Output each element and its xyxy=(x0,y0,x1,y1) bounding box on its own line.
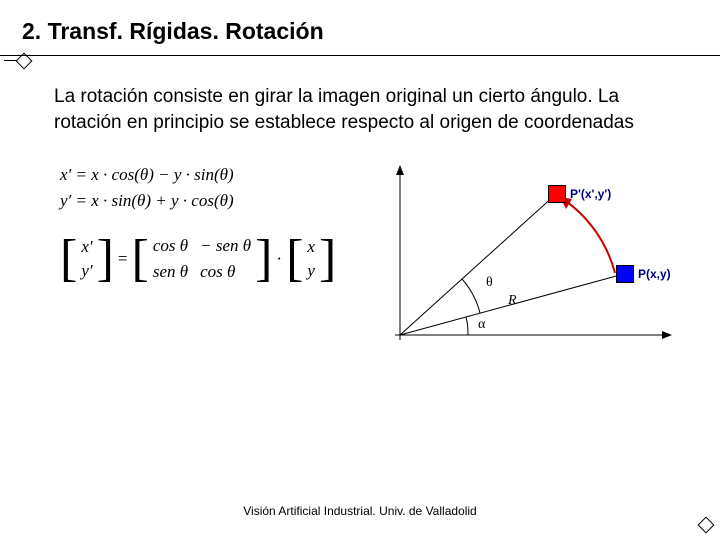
matrix-left: x′ y′ xyxy=(81,235,92,283)
R-label: R xyxy=(508,293,517,309)
matrix-right: x y xyxy=(307,235,315,283)
bracket-close-icon: ] xyxy=(319,236,336,283)
corner-ornament-tl xyxy=(4,54,30,68)
bracket-open-icon: [ xyxy=(60,236,77,283)
matrix-left-1: y′ xyxy=(81,259,92,283)
matrix-equation: [ x′ y′ ] = [ cos θ − sen θ sen θ cos θ … xyxy=(60,235,340,283)
bracket-open-icon: [ xyxy=(286,236,303,283)
slide-title: 2. Transf. Rígidas. Rotación xyxy=(22,18,698,45)
point-p-label: P(x,y) xyxy=(638,267,671,281)
matrix-right-0: x xyxy=(307,235,315,259)
point-pprime-box xyxy=(548,185,566,203)
corner-ornament-br xyxy=(698,518,712,532)
matrix-left-0: x′ xyxy=(81,235,92,259)
bracket-close-icon: ] xyxy=(97,236,114,283)
alpha-label: α xyxy=(478,317,485,333)
matrix-mid-10: sen θ xyxy=(153,262,188,282)
bracket-close-icon: ] xyxy=(255,236,272,283)
matrix-mid-11: cos θ xyxy=(200,262,251,282)
point-pprime-label: P'(x',y') xyxy=(570,187,611,201)
rotation-diagram: P(x,y) P'(x',y') θ R α xyxy=(360,165,700,365)
equations-block: x′ = x · cos(θ) − y · sin(θ) y′ = x · si… xyxy=(60,165,340,365)
point-p-box xyxy=(616,265,634,283)
equation-xprime: x′ = x · cos(θ) − y · sin(θ) xyxy=(60,165,340,185)
matrix-mid-01: − sen θ xyxy=(200,236,251,256)
equation-yprime: y′ = x · sin(θ) + y · cos(θ) xyxy=(60,191,340,211)
title-bar: 2. Transf. Rígidas. Rotación xyxy=(0,0,720,56)
matrix-mid-00: cos θ xyxy=(153,236,188,256)
equals-sign: = xyxy=(118,249,128,269)
footer-text: Visión Artificial Industrial. Univ. de V… xyxy=(0,504,720,518)
slide-container: 2. Transf. Rígidas. Rotación La rotación… xyxy=(0,0,720,540)
dot-sign: · xyxy=(276,249,282,269)
bracket-open-icon: [ xyxy=(132,236,149,283)
matrix-rotation: cos θ − sen θ sen θ cos θ xyxy=(153,236,251,282)
content-row: x′ = x · cos(θ) − y · sin(θ) y′ = x · si… xyxy=(0,145,720,365)
matrix-right-1: y xyxy=(307,259,315,283)
theta-label: θ xyxy=(486,275,493,291)
body-paragraph: La rotación consiste en girar la imagen … xyxy=(0,56,720,145)
